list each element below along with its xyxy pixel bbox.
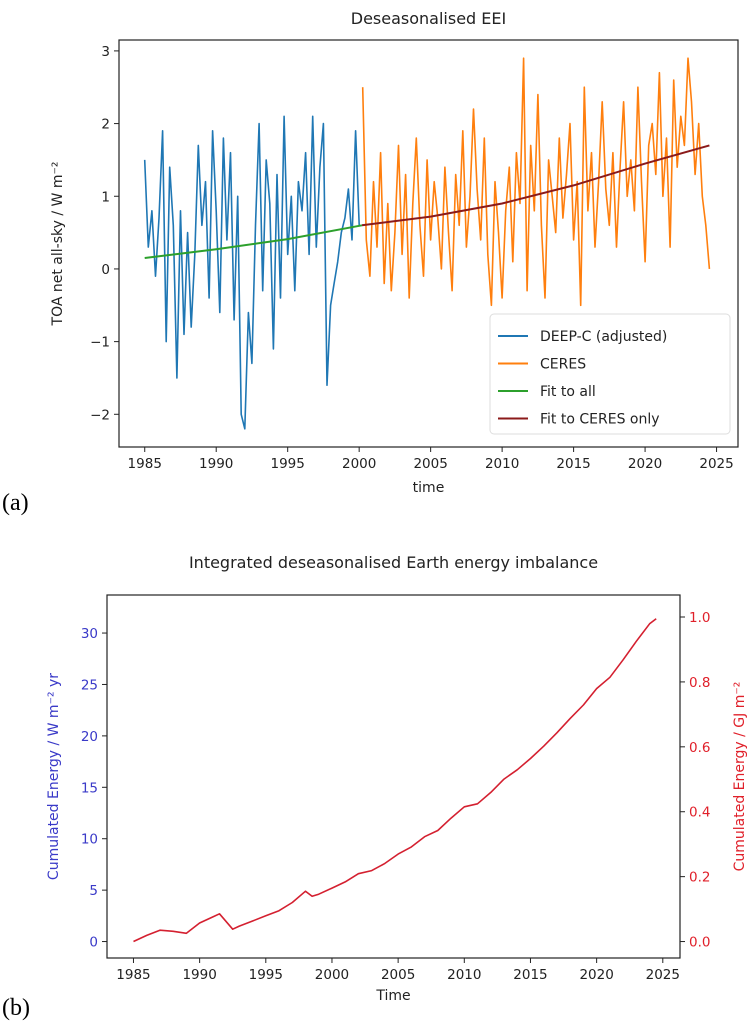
x-tick-label: 1995 (249, 967, 283, 983)
x-tick-label: 2000 (342, 456, 376, 472)
axes-frame (118, 39, 739, 448)
x-tick-label: 2010 (447, 967, 481, 983)
legend: DEEP-C (adjusted) CERES Fit to all Fit to C… (489, 313, 731, 435)
x-tick-label: 2015 (556, 456, 590, 472)
series-line-fit-to-ceres-only (361, 144, 710, 227)
y-tick-label: 5 (89, 883, 98, 899)
x-tick-label: 2020 (628, 456, 662, 472)
x-tick-label: 1985 (128, 456, 162, 472)
legend-label: Fit to all (540, 384, 596, 400)
x-axis-label: Time (375, 988, 410, 1004)
legend-label: CERES (540, 357, 586, 373)
x-tick-label: 2020 (579, 967, 613, 983)
y-tick-label: −1 (90, 335, 110, 351)
right-y-tick-label: 0.6 (689, 740, 710, 756)
x-tick-label: 1990 (199, 456, 233, 472)
legend-frame (489, 313, 731, 435)
x-tick-label: 1995 (271, 456, 305, 472)
chart-title: Integrated deseasonalised Earth energy i… (189, 553, 598, 572)
legend-label: Fit to CERES only (540, 412, 660, 428)
panel-label: (b) (2, 995, 30, 1021)
y-tick-label: 2 (101, 117, 110, 133)
chart-title: Deseasonalised EEI (351, 9, 506, 28)
x-tick-label: 2005 (413, 456, 447, 472)
x-tick-label: 2010 (485, 456, 519, 472)
legend-label: DEEP-C (adjusted) (540, 329, 667, 345)
y-tick-label: 10 (81, 832, 98, 848)
x-tick-label: 1990 (182, 967, 216, 983)
y-tick-label: 3 (101, 44, 110, 60)
y-tick-label: 30 (81, 626, 98, 642)
y-tick-label: 15 (81, 780, 98, 796)
series-line-ceres (361, 57, 711, 307)
y-axis-label: TOA net all-sky / W m⁻² (50, 162, 66, 327)
x-tick-label: 2005 (381, 967, 415, 983)
chart-b: Integrated deseasonalised Earth energy i… (2, 553, 748, 1021)
panel-label: (a) (2, 490, 29, 516)
right-y-tick-label: 0.0 (689, 935, 710, 951)
y-axis-label: Cumulated Energy / W m⁻² yr (46, 673, 62, 880)
x-axis-label: time (413, 480, 445, 496)
x-tick-label: 2025 (646, 967, 680, 983)
right-y-tick-label: 0.8 (689, 675, 710, 691)
chart-a: Deseasonalised EEI (a) 1985 1990 1995 2000 200… (2, 9, 739, 516)
y-tick-label: 0 (89, 935, 98, 951)
series-line-cumulated-energy (133, 618, 657, 943)
y-tick-label: 25 (81, 677, 98, 693)
series-line-deep-c-adjusted (143, 115, 360, 430)
y-tick-label: 0 (101, 262, 110, 278)
right-y-axis-label: Cumulated Energy / GJ m⁻² (732, 682, 748, 872)
axes-frame (106, 594, 681, 959)
x-tick-label: 2000 (315, 967, 349, 983)
series-line-fit-to-all (144, 224, 363, 259)
x-tick-label: 2025 (699, 456, 733, 472)
y-tick-label: 1 (101, 189, 110, 205)
y-tick-label: 20 (81, 729, 98, 745)
right-y-tick-label: 0.2 (689, 870, 710, 886)
right-y-tick-label: 0.4 (689, 805, 710, 821)
x-tick-label: 1985 (116, 967, 150, 983)
right-y-tick-label: 1.0 (689, 610, 710, 626)
y-tick-label: −2 (90, 407, 110, 423)
x-tick-label: 2015 (513, 967, 547, 983)
